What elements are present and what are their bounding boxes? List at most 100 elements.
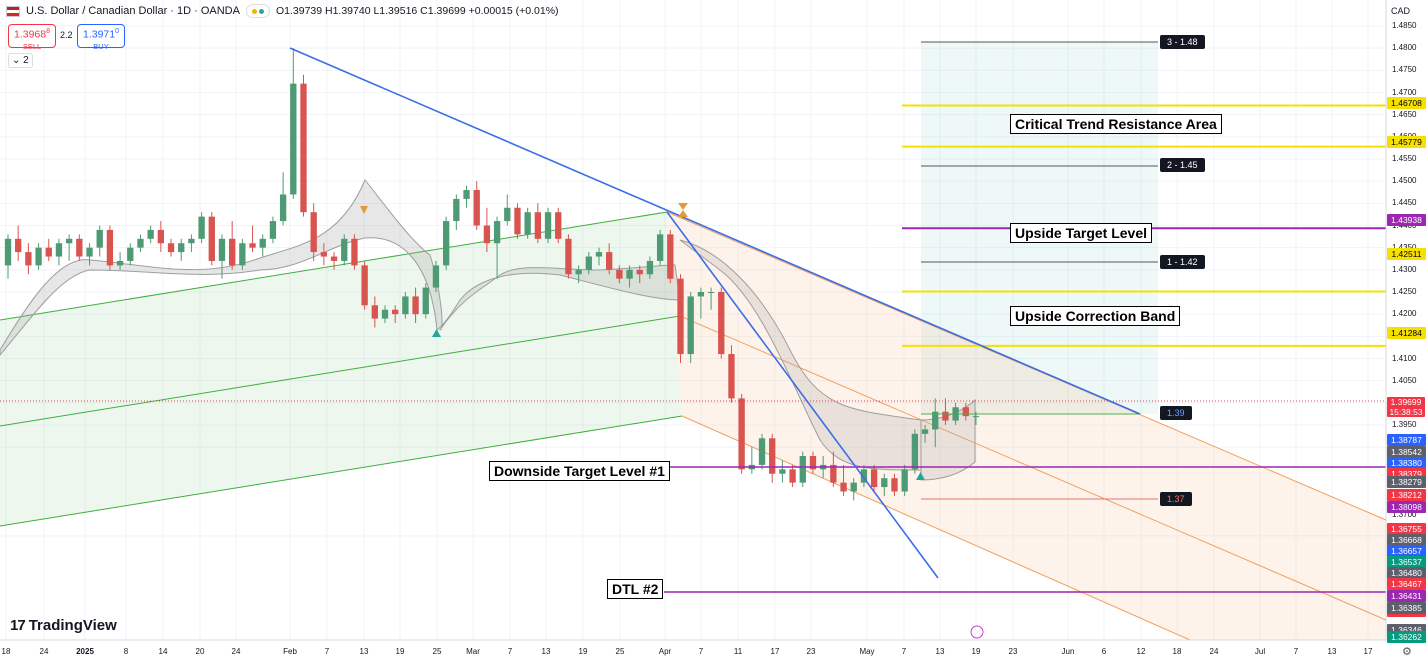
- time-tick: 14: [158, 647, 168, 656]
- price-label: 1.43938: [1387, 214, 1426, 226]
- candle-body: [351, 238, 358, 266]
- target-label-3[interactable]: 3 - 1.48: [1160, 35, 1205, 49]
- candle-body: [432, 265, 440, 288]
- candle-body: [544, 212, 552, 239]
- price-tick: 1.4700: [1392, 87, 1417, 97]
- indicator-toggle[interactable]: ⌄ 2: [8, 53, 33, 68]
- candle-body: [188, 238, 195, 244]
- candle-body: [392, 309, 399, 315]
- candle-body: [442, 221, 450, 266]
- candle-body: [4, 238, 12, 266]
- buy-price: 1.3971: [82, 28, 116, 41]
- candle-body: [422, 287, 429, 315]
- candle-body: [15, 238, 22, 253]
- time-tick: 19: [578, 647, 588, 656]
- time-tick: 24: [231, 647, 241, 656]
- signal-marker: [678, 203, 688, 210]
- steep-trend-line: [666, 211, 939, 579]
- price-label: 1.36537: [1387, 556, 1426, 568]
- target-label-139[interactable]: 1.39: [1160, 406, 1192, 420]
- chevron-down-icon: ⌄: [12, 55, 24, 66]
- time-tick: 13: [935, 647, 945, 656]
- orange-channel-line: [666, 211, 1387, 521]
- price-tick: 1.4200: [1392, 309, 1417, 319]
- price-tick: 1.4450: [1392, 198, 1417, 208]
- flag-icon: [6, 5, 20, 17]
- time-tick: 25: [432, 647, 442, 656]
- target-label-1[interactable]: 1 - 1.42: [1160, 255, 1205, 269]
- candle-body: [279, 194, 287, 222]
- gear-icon[interactable]: ⚙: [1402, 646, 1412, 658]
- time-tick: 12: [1136, 647, 1146, 656]
- ohlc-values: O1.39739 H1.39740 L1.39516 C1.39699 +0.0…: [275, 5, 559, 17]
- candle-body: [290, 83, 297, 195]
- candle-body: [269, 221, 277, 239]
- candle-body: [606, 252, 613, 270]
- green-channel-fill: [0, 212, 682, 526]
- price-tick: 1.4300: [1392, 264, 1417, 274]
- candle-body: [504, 207, 511, 222]
- annotation-upside-target[interactable]: Upside Target Level: [1010, 223, 1153, 243]
- time-tick: 23: [806, 647, 816, 656]
- symbol-title[interactable]: U.S. Dollar / Canadian Dollar · 1D · OAN…: [26, 5, 240, 17]
- price-tick: 1.4650: [1392, 109, 1417, 119]
- time-tick: Mar: [466, 647, 480, 656]
- time-tick: 7: [1293, 647, 1299, 656]
- candle-body: [157, 229, 165, 244]
- candle-body: [127, 247, 134, 261]
- candle-body: [320, 252, 328, 257]
- time-tick: Feb: [283, 647, 297, 656]
- candle-body: [585, 256, 592, 270]
- time-tick: 8: [123, 647, 129, 656]
- annotation-downside-target-1[interactable]: Downside Target Level #1: [489, 461, 670, 481]
- sell-price-sup: 8: [46, 28, 51, 35]
- candle-body: [565, 238, 572, 275]
- candle-body: [758, 438, 766, 465]
- candle-body: [524, 212, 531, 235]
- candle-body: [208, 216, 215, 261]
- green-channel-line: [0, 315, 681, 427]
- candle-body: [932, 411, 939, 430]
- candle-body: [483, 225, 491, 244]
- price-label: 1.38279: [1387, 476, 1426, 488]
- candle-body: [636, 269, 643, 275]
- cloud-band: [0, 179, 681, 356]
- orange-channel-line: [681, 415, 1191, 641]
- candle-body: [473, 190, 480, 226]
- target-label-2[interactable]: 2 - 1.45: [1160, 158, 1205, 172]
- candlestick-series: [4, 48, 980, 501]
- candle-body: [972, 416, 980, 418]
- currency-label[interactable]: CAD: [1391, 6, 1411, 16]
- time-tick: 7: [698, 647, 704, 656]
- candle-body: [870, 469, 878, 488]
- price-label: 1.42511: [1387, 248, 1426, 260]
- candle-body: [738, 398, 745, 470]
- candle-body: [656, 234, 664, 261]
- buy-price-sup: 0: [115, 28, 120, 35]
- price-tick: 1.3950: [1392, 420, 1417, 429]
- candle-body: [860, 469, 868, 483]
- time-tick: 2025: [76, 647, 94, 656]
- candle-body: [677, 278, 684, 355]
- candle-body: [901, 469, 908, 492]
- annotation-critical-trend-resistance[interactable]: Critical Trend Resistance Area: [1010, 114, 1222, 134]
- annotation-dtl-2[interactable]: DTL #2: [607, 579, 664, 599]
- sell-button[interactable]: 1.39688 SELL: [8, 24, 56, 51]
- target-label-139-text: 1.39: [1167, 408, 1185, 418]
- target-label-137[interactable]: 1.37: [1160, 492, 1192, 506]
- tv-logo-icon: 17: [10, 617, 26, 634]
- tradingview-logo[interactable]: 17 TradingView: [10, 617, 117, 634]
- signal-marker: [360, 206, 368, 214]
- candle-body: [779, 469, 786, 474]
- candle-body: [809, 456, 817, 470]
- price-label: 1.38542: [1387, 446, 1426, 458]
- price-label: 1.36755: [1387, 523, 1426, 535]
- candle-body: [463, 190, 470, 199]
- price-label: 1.41284: [1387, 327, 1426, 339]
- annotation-upside-correction[interactable]: Upside Correction Band: [1010, 306, 1181, 326]
- candle-body: [300, 83, 307, 213]
- buy-button[interactable]: 1.39710 BUY: [77, 24, 125, 51]
- candle-body: [412, 296, 419, 315]
- time-tick: 17: [770, 647, 780, 656]
